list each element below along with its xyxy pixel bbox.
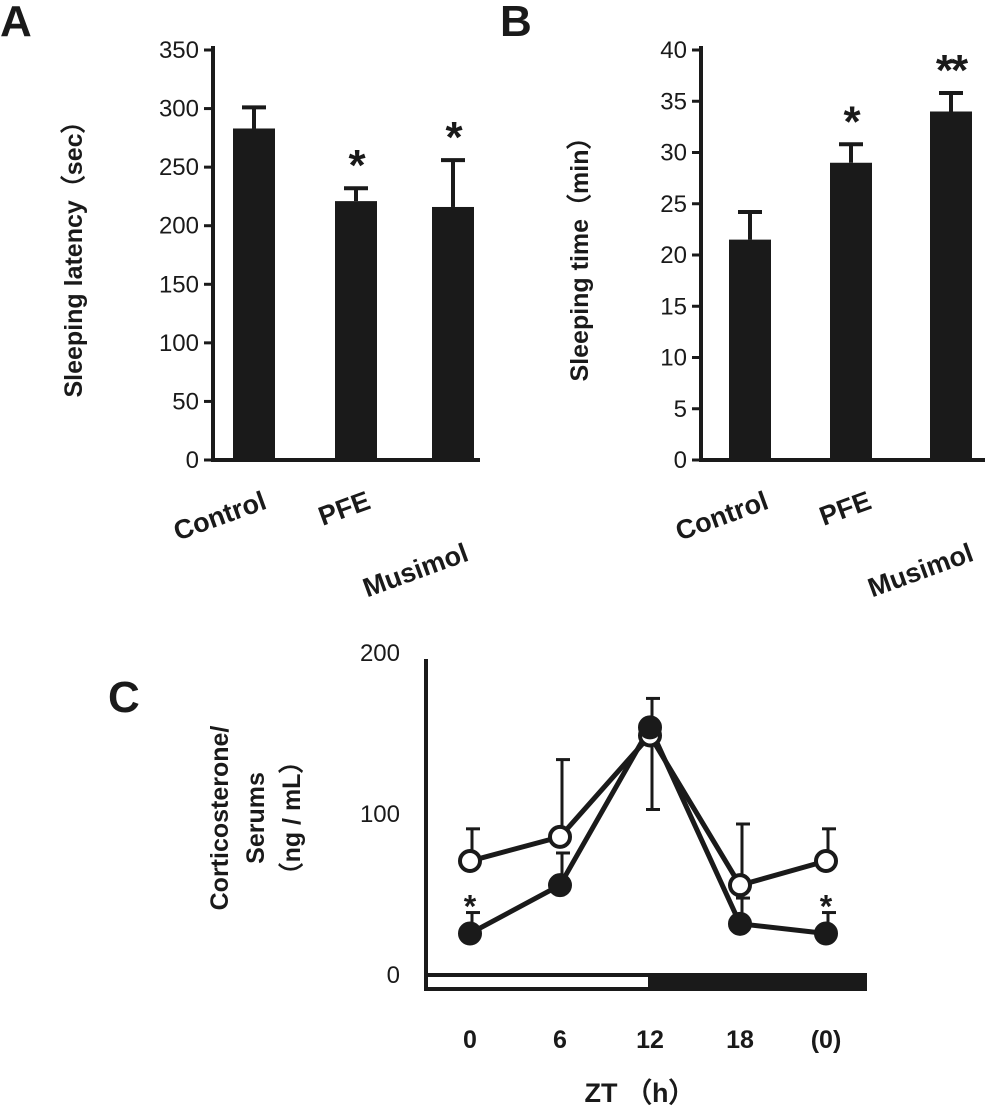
y-axis-label-line: Corticosterone/ <box>206 726 234 911</box>
y-tick-label: 200 <box>159 213 199 240</box>
x-tick-label: 0 <box>463 1026 477 1054</box>
series-filled-line <box>468 721 827 936</box>
y-tick-label: 0 <box>387 962 400 989</box>
light-phase-bar <box>424 973 652 991</box>
y-tick-label: 100 <box>159 330 199 357</box>
panel-letter: A <box>0 0 32 46</box>
y-tick-label: 50 <box>172 388 199 415</box>
filled-circle-marker <box>814 921 838 946</box>
filled-circle-marker <box>548 873 572 898</box>
y-axis-label: Sleeping time（min） <box>565 125 594 382</box>
bar <box>233 128 275 460</box>
bar <box>729 239 771 460</box>
bar <box>830 162 872 460</box>
significance-star: ** <box>936 46 969 95</box>
x-category-label: PFE <box>815 485 875 531</box>
bar <box>432 206 474 460</box>
bar <box>335 201 377 460</box>
panel-c: C 0 100 200 0 6 12 18 (0) ZT （h） Corticosterone/Se… <box>108 640 867 1108</box>
filled-circle-marker <box>638 715 662 740</box>
y-axis-label-line: （ng / mL） <box>277 749 306 888</box>
panel-letter: C <box>108 673 140 722</box>
filled-circle-marker <box>458 921 482 946</box>
x-tick-label: 12 <box>636 1026 664 1054</box>
y-tick-label: 5 <box>674 396 687 423</box>
y-tick-label: 25 <box>660 191 687 218</box>
x-tick-label: 18 <box>726 1026 754 1054</box>
x-axis-label: ZT （h） <box>585 1078 696 1108</box>
panel-b: B 0 5 10 15 20 25 30 35 40 Sleeping time（min） Contr… <box>500 0 985 603</box>
x-tick-label: 6 <box>553 1026 567 1054</box>
open-circle-marker <box>458 849 482 874</box>
x-category-label: Control <box>170 485 270 546</box>
x-category-label: Musimol <box>864 537 977 603</box>
y-tick-label: 15 <box>660 293 687 320</box>
y-tick-label: 0 <box>674 447 687 474</box>
x-tick-label: (0) <box>811 1026 842 1054</box>
bar <box>930 111 972 460</box>
panel-a: A 0 50 100 150 200 250 300 350 Sleeping latency（s… <box>0 0 480 603</box>
panel-letter: B <box>500 0 532 46</box>
open-circle-marker <box>548 824 572 849</box>
x-category-label: Musimol <box>359 537 472 603</box>
significance-star: * <box>348 141 366 190</box>
open-circle-marker <box>814 849 838 874</box>
y-tick-label: 35 <box>660 88 687 115</box>
significance-star: * <box>820 888 833 924</box>
y-tick-label: 200 <box>360 640 400 667</box>
filled-circle-marker <box>728 911 752 936</box>
y-axis-label-line: Serums <box>242 772 270 864</box>
significance-star: * <box>843 97 861 146</box>
y-tick-label: 250 <box>159 154 199 181</box>
y-tick-label: 30 <box>660 140 687 167</box>
significance-star: * <box>445 113 463 162</box>
open-circle-marker <box>728 873 752 898</box>
y-axis-label: Sleeping latency（sec） <box>59 108 88 397</box>
y-tick-label: 150 <box>159 271 199 298</box>
x-category-label: Control <box>672 485 772 546</box>
significance-star: * <box>464 888 477 924</box>
y-tick-label: 0 <box>186 447 199 474</box>
y-tick-label: 350 <box>159 37 199 64</box>
y-tick-label: 300 <box>159 96 199 123</box>
y-tick-label: 40 <box>660 37 687 64</box>
x-category-label: PFE <box>314 485 374 531</box>
y-tick-label: 20 <box>660 242 687 269</box>
y-tick-label: 10 <box>660 345 687 372</box>
dark-phase-bar <box>648 973 867 991</box>
y-tick-label: 100 <box>360 801 400 828</box>
